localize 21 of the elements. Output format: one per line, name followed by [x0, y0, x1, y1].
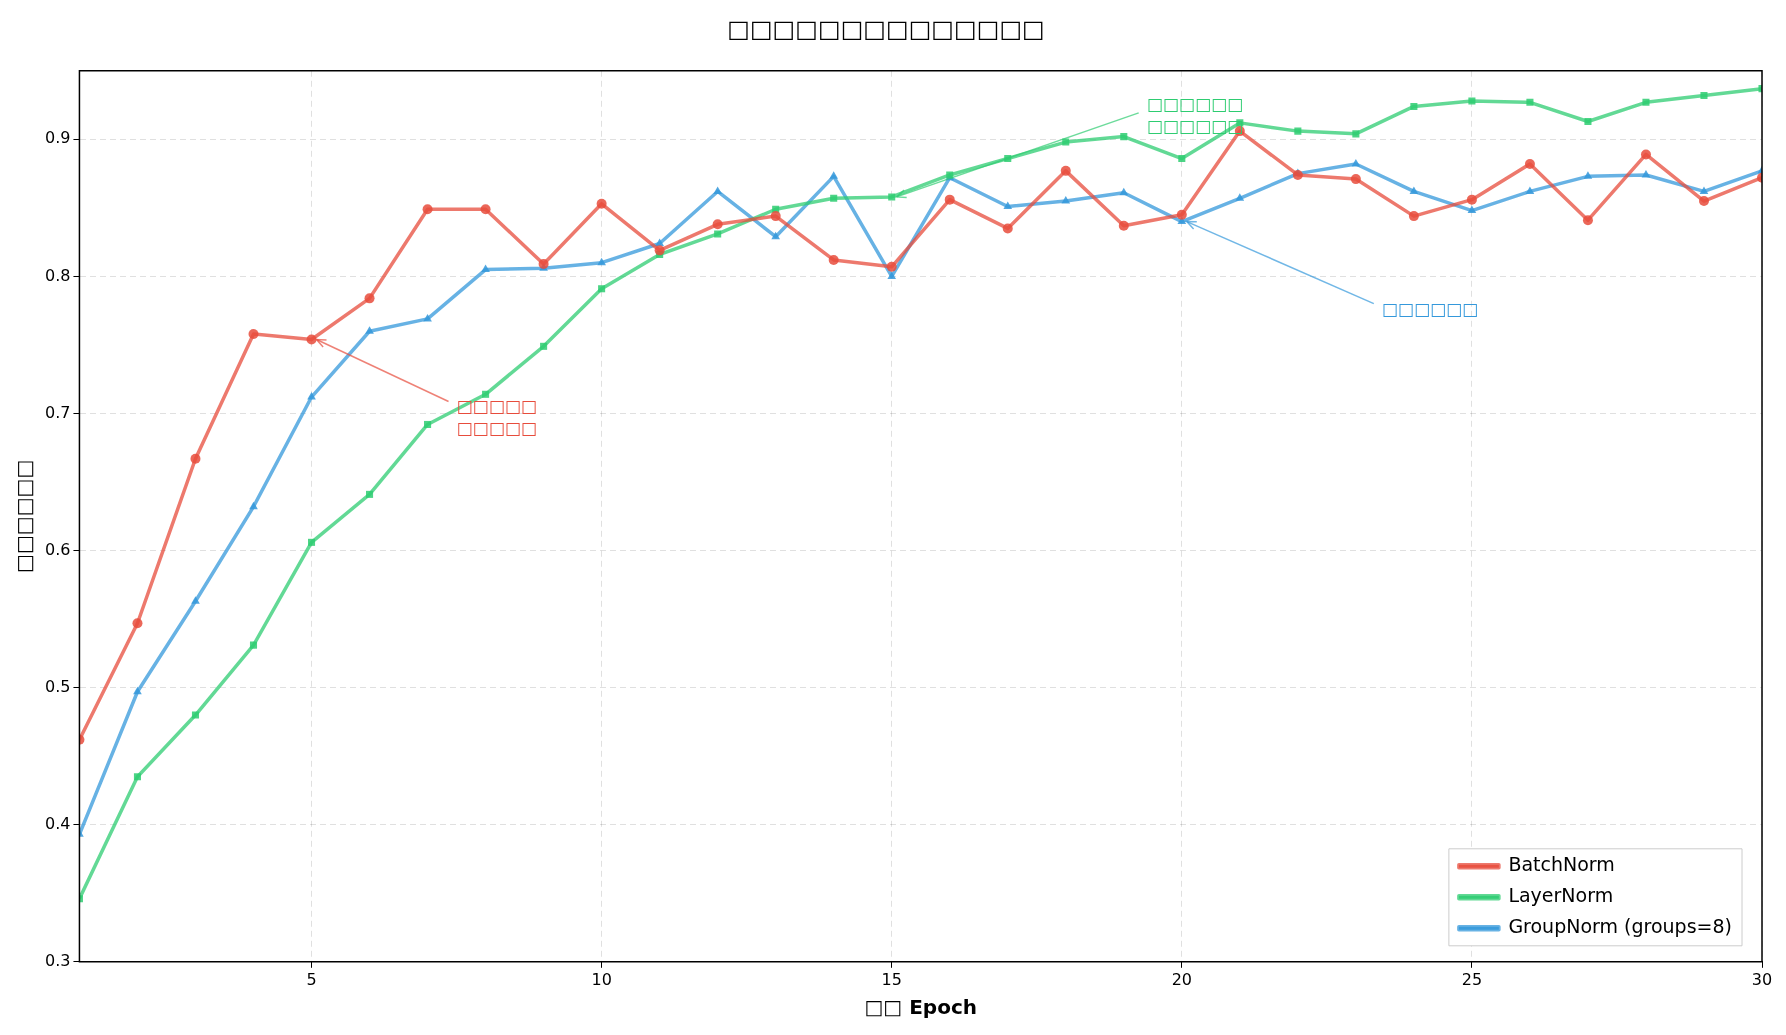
annotation: □□□□□□	[1381, 298, 1479, 319]
legend-label: GroupNorm (groups=8)	[1508, 915, 1732, 938]
y-tick-label: 0.9	[44, 128, 71, 148]
x-tick-label: 30	[1751, 969, 1773, 989]
x-tick-label: 10	[591, 969, 612, 989]
y-tick-label: 0.4	[44, 813, 71, 833]
y-tick-label: 0.5	[44, 676, 71, 696]
legend-label: BatchNorm	[1508, 853, 1615, 876]
x-tick-label: 5	[306, 969, 317, 989]
y-tick-label: 0.6	[44, 539, 71, 559]
y-tick-label: 0.7	[44, 402, 71, 422]
y-axis-title: □□□□□□	[12, 459, 37, 573]
y-tick-label: 0.3	[44, 950, 71, 970]
annotation: □□□□□ □□□□□	[456, 396, 537, 439]
legend-label: LayerNorm	[1508, 884, 1614, 907]
x-tick-label: 25	[1461, 969, 1483, 989]
y-tick-label: 0.8	[44, 265, 71, 285]
x-tick-label: 20	[1171, 969, 1192, 989]
x-tick-label: 15	[881, 969, 902, 989]
x-axis-title: □□ Epoch	[864, 995, 978, 1020]
chart-title: □□□□□□□□□□□□□□	[727, 14, 1045, 43]
